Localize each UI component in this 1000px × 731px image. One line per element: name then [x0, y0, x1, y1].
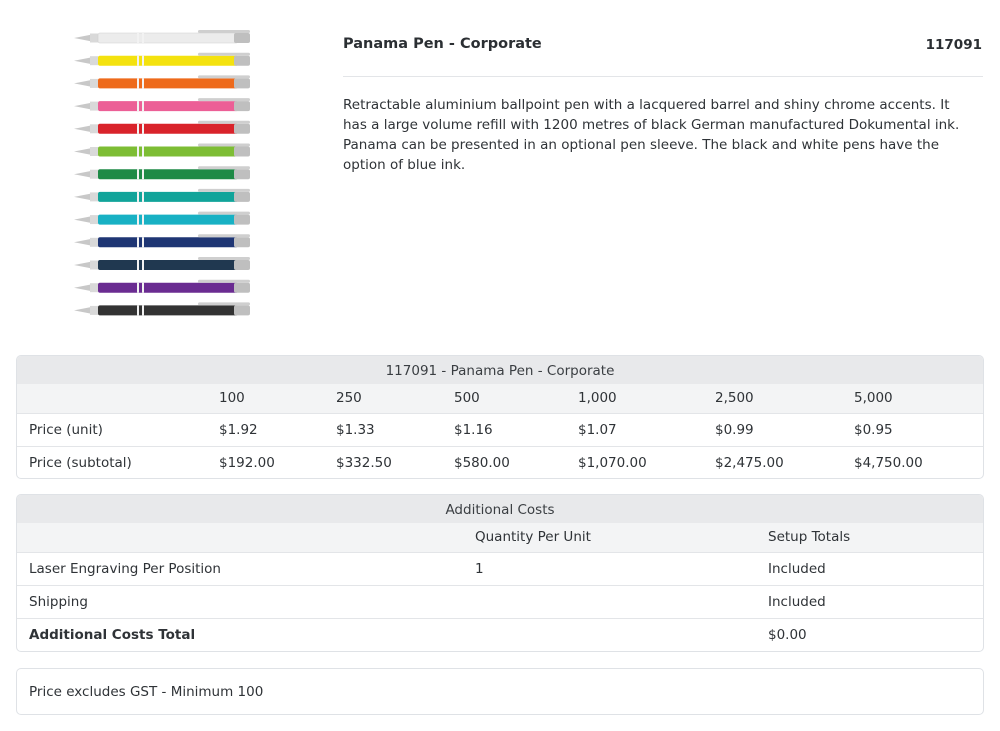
subtotal-cell: $2,475.00	[715, 455, 784, 471]
pricing-table: 117091 - Panama Pen - Corporate 100 250 …	[16, 355, 984, 479]
quantity-header: 2,500	[715, 390, 754, 406]
pen	[74, 98, 250, 112]
price-cell: $1.92	[219, 422, 258, 438]
subtotal-cell: $332.50	[336, 455, 392, 471]
subtotal-cell: $4,750.00	[854, 455, 923, 471]
price-note-text: Price excludes GST - Minimum 100	[29, 684, 264, 700]
pen	[74, 120, 250, 134]
subtotal-cell: $1,070.00	[578, 455, 647, 471]
total-value: $0.00	[768, 627, 807, 643]
pen	[74, 302, 250, 316]
price-cell: $1.16	[454, 422, 493, 438]
total-label: Additional Costs Total	[29, 627, 196, 643]
pen	[74, 211, 250, 225]
divider	[343, 76, 983, 77]
price-unit-row: Price (unit) $1.92 $1.33 $1.16 $1.07 $0.…	[17, 414, 983, 447]
product-description: Retractable aluminium ballpoint pen with…	[343, 97, 960, 173]
pen	[74, 234, 250, 248]
setup-cell: Included	[768, 561, 826, 577]
product-code: 117091	[925, 37, 982, 53]
price-cell: $0.95	[854, 422, 893, 438]
quantity-header: 250	[336, 390, 362, 406]
quantity-header: 5,000	[854, 390, 893, 406]
additional-costs-caption: Additional Costs	[17, 495, 983, 523]
price-subtotal-row: Price (subtotal) $192.00 $332.50 $580.00…	[17, 447, 983, 478]
qty-cell: 1	[475, 561, 484, 577]
pen	[74, 166, 250, 180]
row-label: Shipping	[29, 594, 88, 610]
quantity-header: 500	[454, 390, 480, 406]
pen	[74, 52, 250, 66]
quantity-header: 100	[219, 390, 245, 406]
additional-row: Laser Engraving Per Position 1 Included	[17, 553, 983, 586]
additional-row: Shipping Included	[17, 586, 983, 619]
pen	[74, 257, 250, 270]
pen	[74, 75, 250, 89]
product-title: Panama Pen - Corporate	[343, 36, 542, 52]
row-label: Price (subtotal)	[29, 455, 132, 471]
row-label: Price (unit)	[29, 422, 103, 438]
additional-costs-table: Additional Costs Quantity Per Unit Setup…	[16, 494, 984, 652]
setup-header: Setup Totals	[768, 529, 851, 545]
price-cell: $1.33	[336, 422, 375, 438]
quantity-header: 1,000	[578, 390, 617, 406]
pen	[74, 188, 250, 202]
setup-cell: Included	[768, 594, 826, 610]
additional-header-row: Quantity Per Unit Setup Totals	[17, 523, 983, 553]
pricing-table-caption: 117091 - Panama Pen - Corporate	[17, 356, 983, 384]
pen	[74, 143, 250, 157]
quantity-header-row: 100 250 500 1,000 2,500 5,000	[17, 384, 983, 414]
pen	[74, 279, 250, 293]
pen-colours-image	[74, 30, 250, 316]
subtotal-cell: $192.00	[219, 455, 275, 471]
qty-header: Quantity Per Unit	[475, 529, 591, 545]
price-cell: $0.99	[715, 422, 754, 438]
subtotal-cell: $580.00	[454, 455, 510, 471]
additional-total-row: Additional Costs Total $0.00	[17, 619, 983, 651]
product-image	[74, 26, 256, 322]
pen	[74, 30, 250, 44]
price-cell: $1.07	[578, 422, 617, 438]
row-label: Laser Engraving Per Position	[29, 561, 221, 577]
price-note: Price excludes GST - Minimum 100	[16, 668, 984, 715]
